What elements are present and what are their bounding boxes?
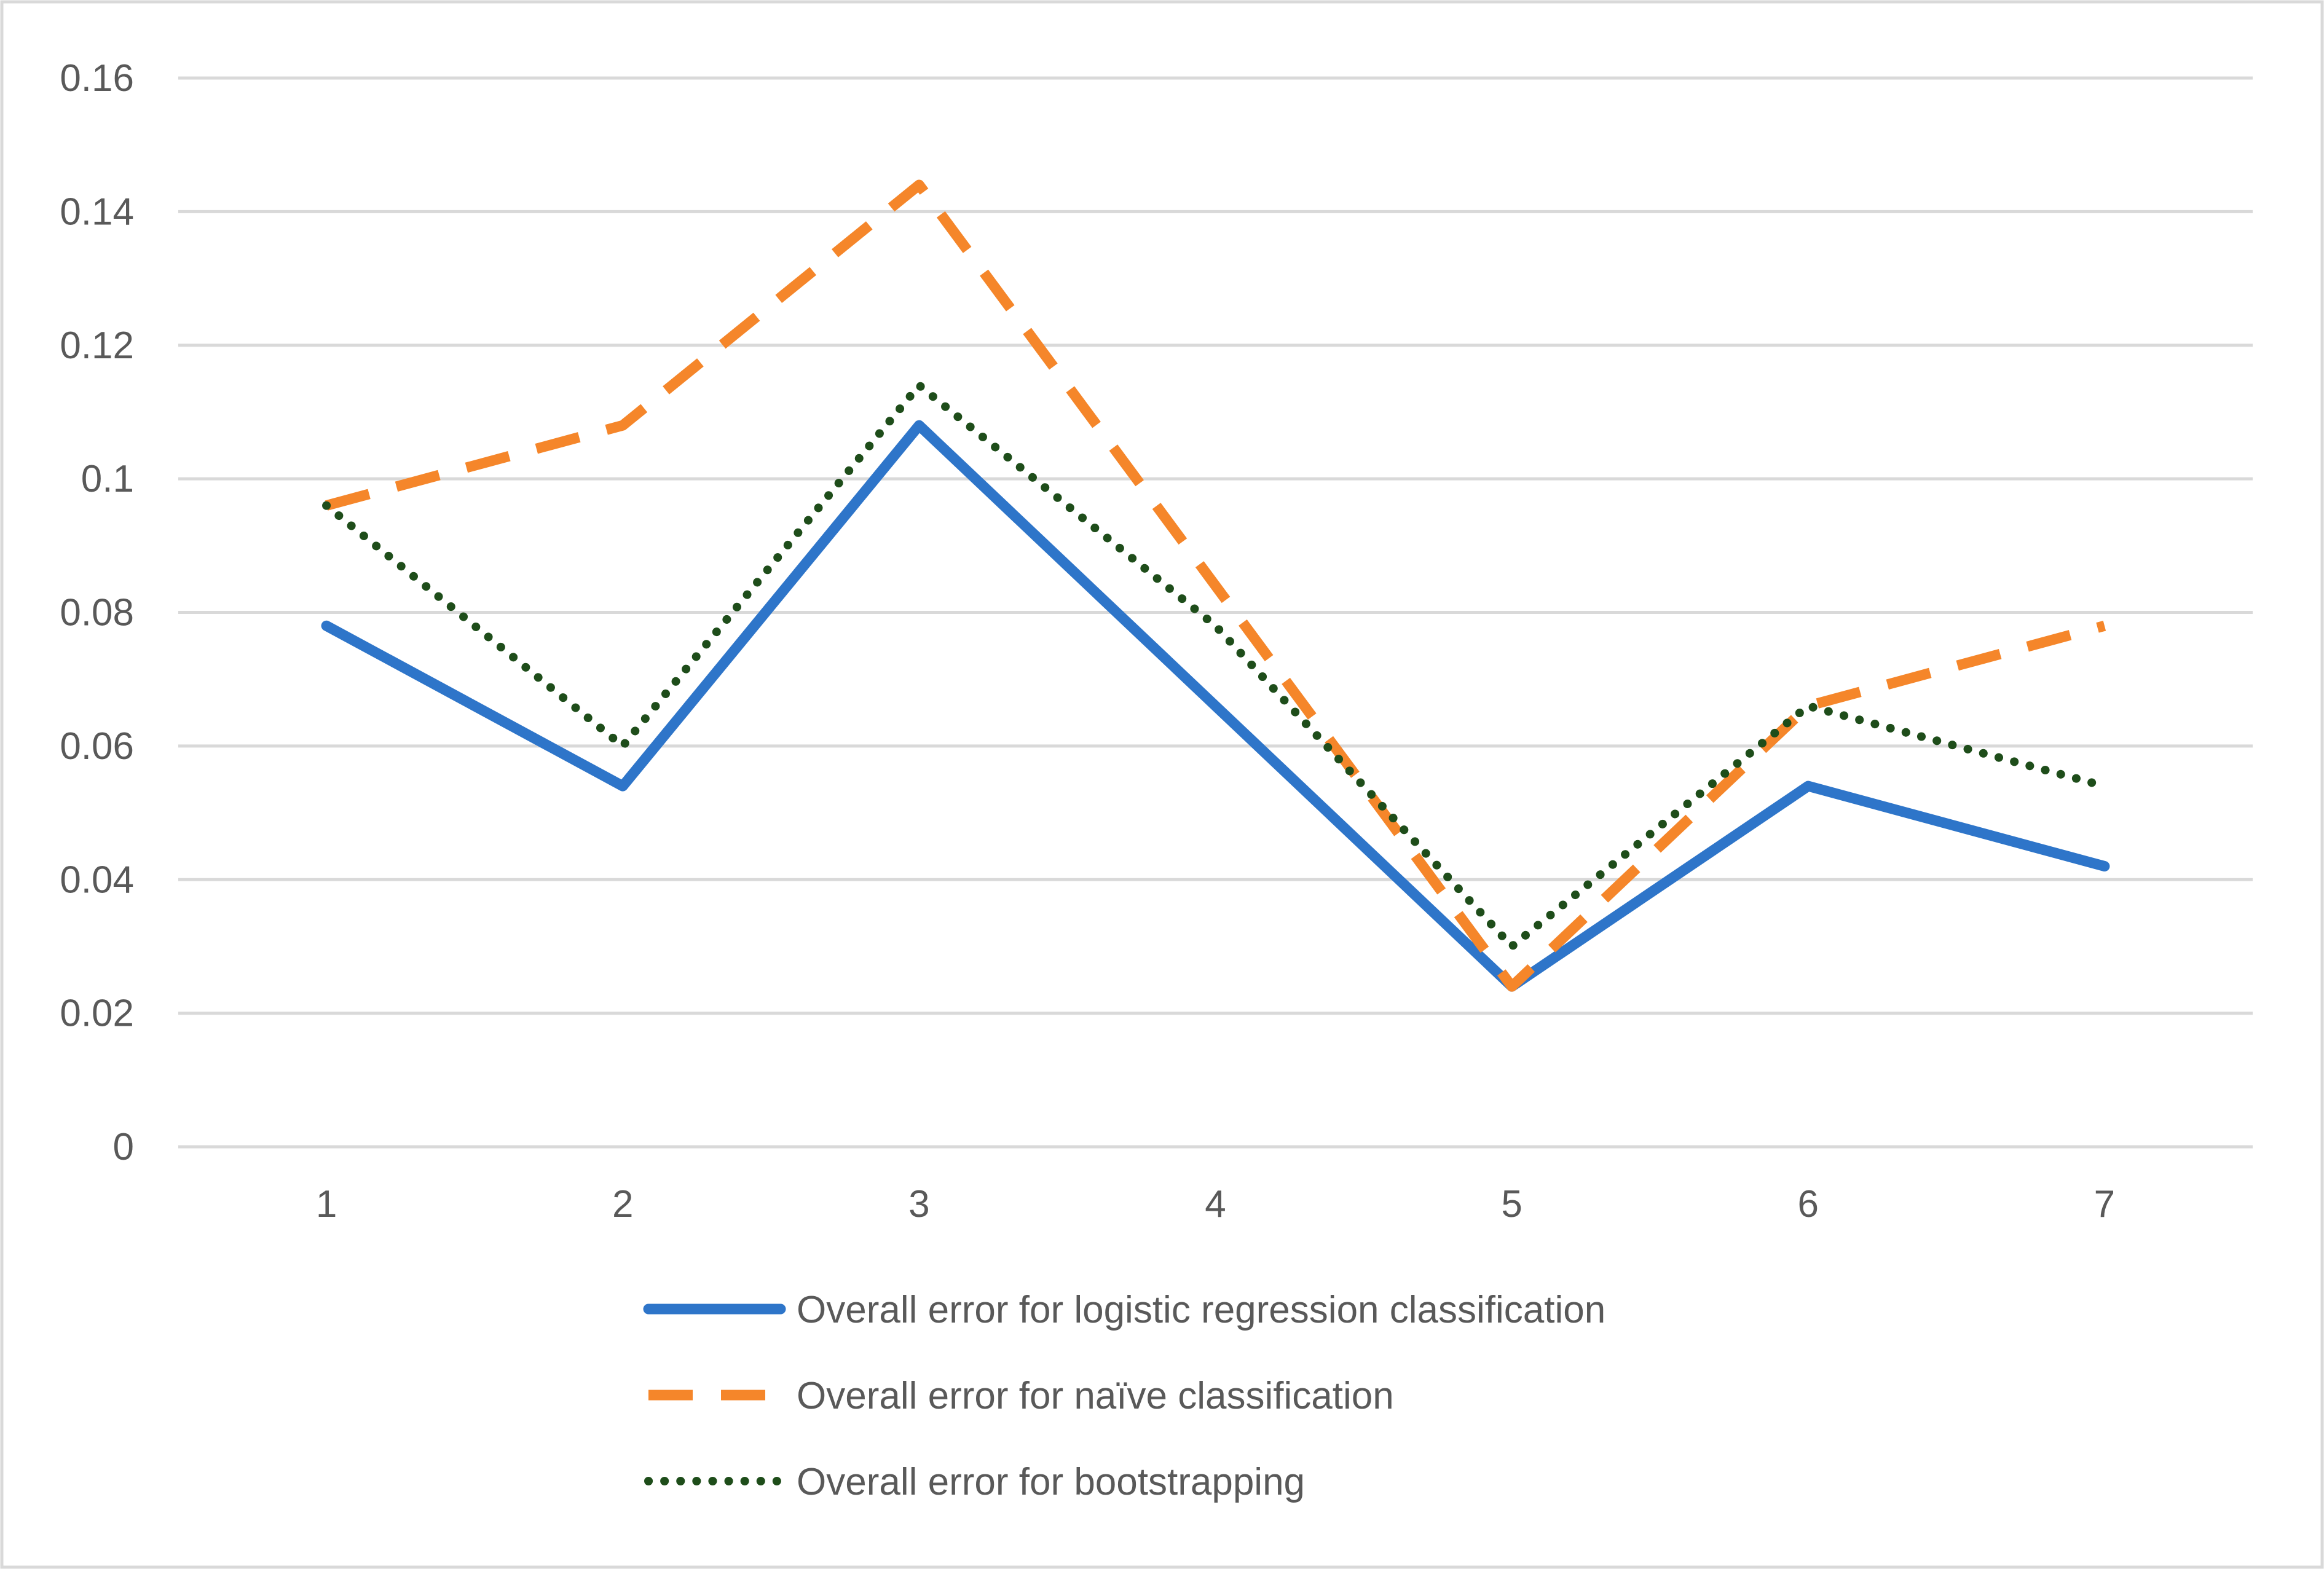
x-tick-label: 3 (908, 1183, 929, 1225)
y-tick-label: 0.1 (81, 458, 134, 500)
series-line-2 (322, 380, 2109, 951)
y-tick-label: 0.08 (60, 592, 134, 634)
x-tick-label: 4 (1205, 1183, 1226, 1225)
x-tick-label: 6 (1798, 1183, 1819, 1225)
legend-label-2: Overall error for bootstrapping (797, 1461, 1305, 1503)
legend-label-1: Overall error for naïve classification (797, 1375, 1394, 1417)
y-axis-ticks: 0 0.02 0.04 0.06 0.08 0.1 0.12 0.14 0.16 (60, 57, 134, 1168)
y-tick-label: 0.02 (60, 993, 134, 1035)
y-tick-label: 0 (113, 1126, 134, 1168)
x-tick-label: 1 (316, 1183, 337, 1225)
legend: Overall error for logistic regression cl… (643, 1289, 1605, 1503)
legend-label-0: Overall error for logistic regression cl… (797, 1289, 1605, 1331)
series-line-0 (321, 420, 2110, 992)
series-line-1 (325, 179, 2106, 992)
gridlines (178, 76, 2253, 1149)
y-tick-label: 0.14 (60, 191, 134, 233)
x-tick-label: 2 (612, 1183, 633, 1225)
y-tick-label: 0.06 (60, 725, 134, 768)
x-tick-label: 7 (2094, 1183, 2115, 1225)
x-axis-ticks: 1 2 3 4 5 6 7 (316, 1183, 2115, 1225)
y-tick-label: 0.12 (60, 324, 134, 367)
y-tick-label: 0.16 (60, 57, 134, 100)
x-tick-label: 5 (1501, 1183, 1522, 1225)
y-tick-label: 0.04 (60, 859, 134, 901)
series-lines (321, 179, 2110, 992)
